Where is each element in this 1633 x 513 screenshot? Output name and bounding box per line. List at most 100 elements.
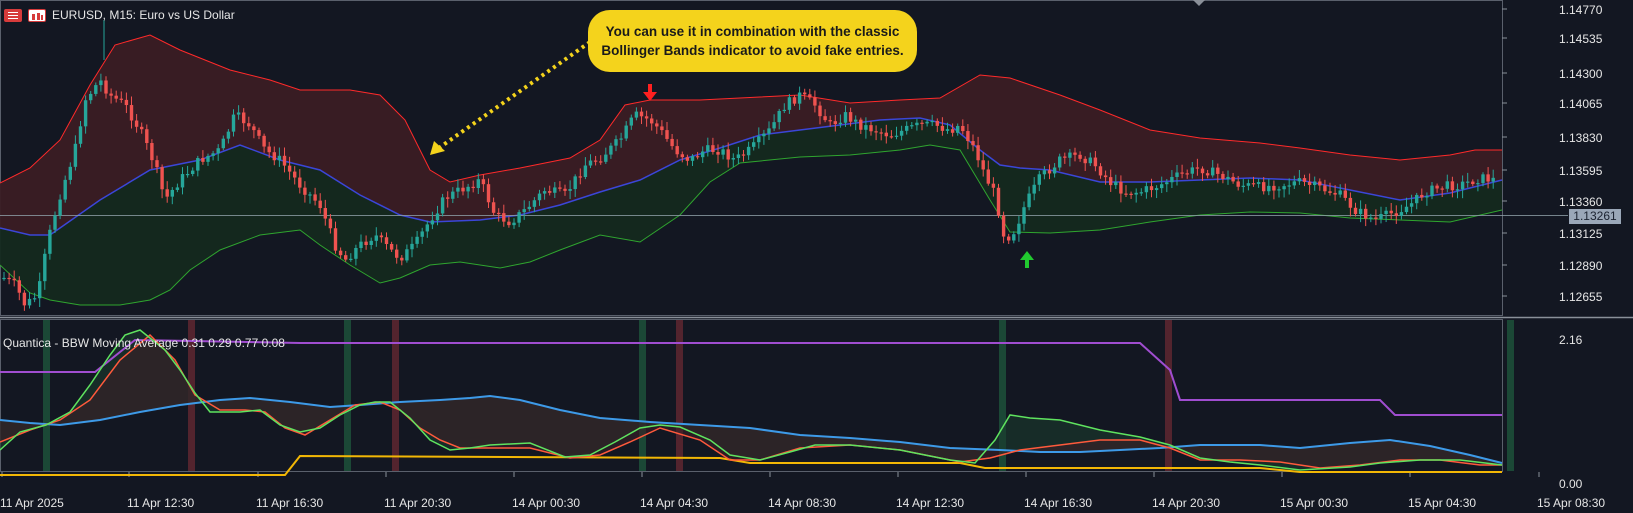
candle-body bbox=[313, 194, 317, 201]
candle-body bbox=[1231, 176, 1235, 182]
candle-body bbox=[634, 111, 639, 118]
symbol-title: EURUSD, M15: Euro vs US Dollar bbox=[52, 8, 235, 22]
candle-body bbox=[1389, 210, 1393, 214]
candle-body bbox=[813, 97, 817, 106]
signal-bar bbox=[639, 320, 646, 471]
candle-body bbox=[593, 160, 598, 162]
indicator-scale-top: 2.16 bbox=[1559, 333, 1583, 347]
candle-body bbox=[206, 155, 210, 162]
candle-body bbox=[833, 121, 837, 125]
candle-body bbox=[1440, 188, 1444, 190]
candle-body bbox=[925, 121, 929, 124]
candle-body bbox=[1134, 192, 1138, 195]
candle-body bbox=[405, 249, 409, 261]
candle-body bbox=[338, 250, 343, 256]
candle-body bbox=[430, 220, 435, 225]
candle-body bbox=[588, 160, 593, 166]
candle-body bbox=[1160, 184, 1164, 189]
candle-body bbox=[752, 142, 756, 147]
candle-body bbox=[420, 231, 424, 237]
candle-body bbox=[1328, 191, 1332, 193]
candle-body bbox=[272, 152, 276, 161]
candle-body bbox=[456, 187, 460, 192]
candle-body bbox=[267, 146, 271, 153]
candle-body bbox=[1450, 181, 1455, 191]
middle-band-line bbox=[0, 117, 1503, 236]
calendar-icon[interactable] bbox=[28, 8, 46, 22]
candle-body bbox=[318, 200, 322, 209]
candle-body bbox=[1251, 183, 1256, 185]
candle-body bbox=[711, 145, 715, 153]
candle-body bbox=[950, 129, 955, 133]
candle-body bbox=[1302, 178, 1307, 182]
candle-body bbox=[124, 99, 129, 106]
candle-body bbox=[1226, 176, 1230, 180]
candle-body bbox=[486, 184, 491, 203]
candle-body bbox=[1460, 181, 1465, 190]
candle-body bbox=[869, 125, 873, 132]
candle-body bbox=[68, 166, 72, 180]
candle-body bbox=[986, 169, 990, 184]
candle-body bbox=[1318, 181, 1322, 186]
candle-body bbox=[155, 160, 159, 168]
candle-body bbox=[762, 133, 766, 137]
scroll-marker-icon[interactable] bbox=[1193, 0, 1205, 6]
candle-body bbox=[466, 186, 470, 192]
candle-body bbox=[221, 138, 225, 149]
candle-body bbox=[1476, 183, 1480, 185]
candle-body bbox=[53, 215, 57, 230]
candle-body bbox=[854, 119, 858, 122]
candle-body bbox=[940, 125, 945, 131]
candle-body bbox=[201, 158, 205, 162]
candle-body bbox=[308, 194, 312, 196]
lower-band-line bbox=[0, 144, 1503, 306]
candle-body bbox=[599, 161, 603, 163]
candle-body bbox=[746, 146, 751, 156]
candle-body bbox=[129, 105, 134, 121]
current-price-label: 1.13261 bbox=[1569, 209, 1621, 224]
candle-body bbox=[379, 235, 384, 238]
price-axis-label: 1.14770 bbox=[1559, 3, 1603, 17]
candle-body bbox=[1282, 186, 1286, 190]
time-axis-label: 14 Apr 00:30 bbox=[512, 496, 581, 510]
candle-body bbox=[150, 143, 154, 161]
candle-body bbox=[1338, 190, 1342, 195]
candle-body bbox=[78, 126, 83, 144]
sell-arrow-icon bbox=[643, 84, 657, 101]
candle-body bbox=[1394, 213, 1398, 216]
candle-body bbox=[848, 112, 853, 122]
candle-body bbox=[1420, 194, 1424, 198]
candle-body bbox=[216, 148, 220, 154]
menu-icon[interactable] bbox=[4, 8, 22, 22]
candle-body bbox=[553, 187, 557, 193]
signal-bar bbox=[392, 320, 399, 471]
candle-body bbox=[644, 116, 649, 119]
candle-body bbox=[1272, 185, 1276, 191]
candle-body bbox=[298, 177, 302, 188]
signal-bar bbox=[1507, 320, 1514, 471]
candle-body bbox=[956, 125, 960, 133]
candle-body bbox=[1068, 152, 1072, 158]
sub-pane-frame bbox=[0, 319, 1503, 472]
candle-body bbox=[537, 193, 542, 201]
candle-body bbox=[1379, 213, 1383, 219]
candle-body bbox=[323, 208, 327, 219]
candle-body bbox=[7, 277, 11, 280]
candle-body bbox=[1364, 208, 1368, 219]
candle-body bbox=[1246, 183, 1251, 186]
candle-body bbox=[1404, 206, 1409, 213]
candle-body bbox=[614, 139, 618, 146]
candle-body bbox=[665, 130, 669, 139]
chart-header: EURUSD, M15: Euro vs US Dollar bbox=[4, 7, 235, 23]
candle-body bbox=[196, 158, 200, 171]
buy-arrow-icon bbox=[1020, 251, 1034, 268]
candle-body bbox=[287, 165, 292, 172]
candle-body bbox=[935, 120, 939, 126]
candle-body bbox=[1124, 193, 1128, 195]
candle-body bbox=[344, 255, 348, 260]
price-axis-label: 1.14535 bbox=[1559, 32, 1603, 46]
candle-body bbox=[145, 129, 149, 144]
candle-body bbox=[1313, 181, 1317, 186]
candle-body bbox=[874, 131, 878, 133]
